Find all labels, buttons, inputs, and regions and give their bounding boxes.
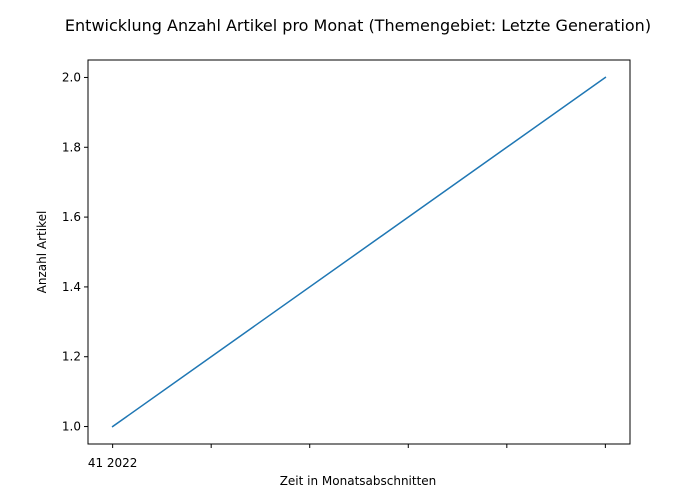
y-axis: 1.0 1.2 1.4 1.6 1.8 2.0 xyxy=(62,70,88,434)
y-axis-title: Anzahl Artikel xyxy=(35,211,49,294)
plot-area xyxy=(87,59,631,445)
series-line xyxy=(111,76,607,428)
y-tick-label: 1.8 xyxy=(62,140,81,154)
series-layer xyxy=(111,76,607,428)
chart-title: Entwicklung Anzahl Artikel pro Monat (Th… xyxy=(65,16,651,35)
plot-frame xyxy=(87,59,631,445)
y-tick-label: 1.0 xyxy=(62,420,81,434)
y-tick-label: 1.4 xyxy=(62,280,81,294)
y-tick-label: 2.0 xyxy=(62,70,81,84)
x-tick-label: 41 2022 xyxy=(88,456,138,470)
y-tick-label: 1.6 xyxy=(62,210,81,224)
y-tick-label: 1.2 xyxy=(62,350,81,364)
x-axis-title: Zeit in Monatsabschnitten xyxy=(280,474,437,488)
x-axis: 41 2022 xyxy=(88,444,606,470)
